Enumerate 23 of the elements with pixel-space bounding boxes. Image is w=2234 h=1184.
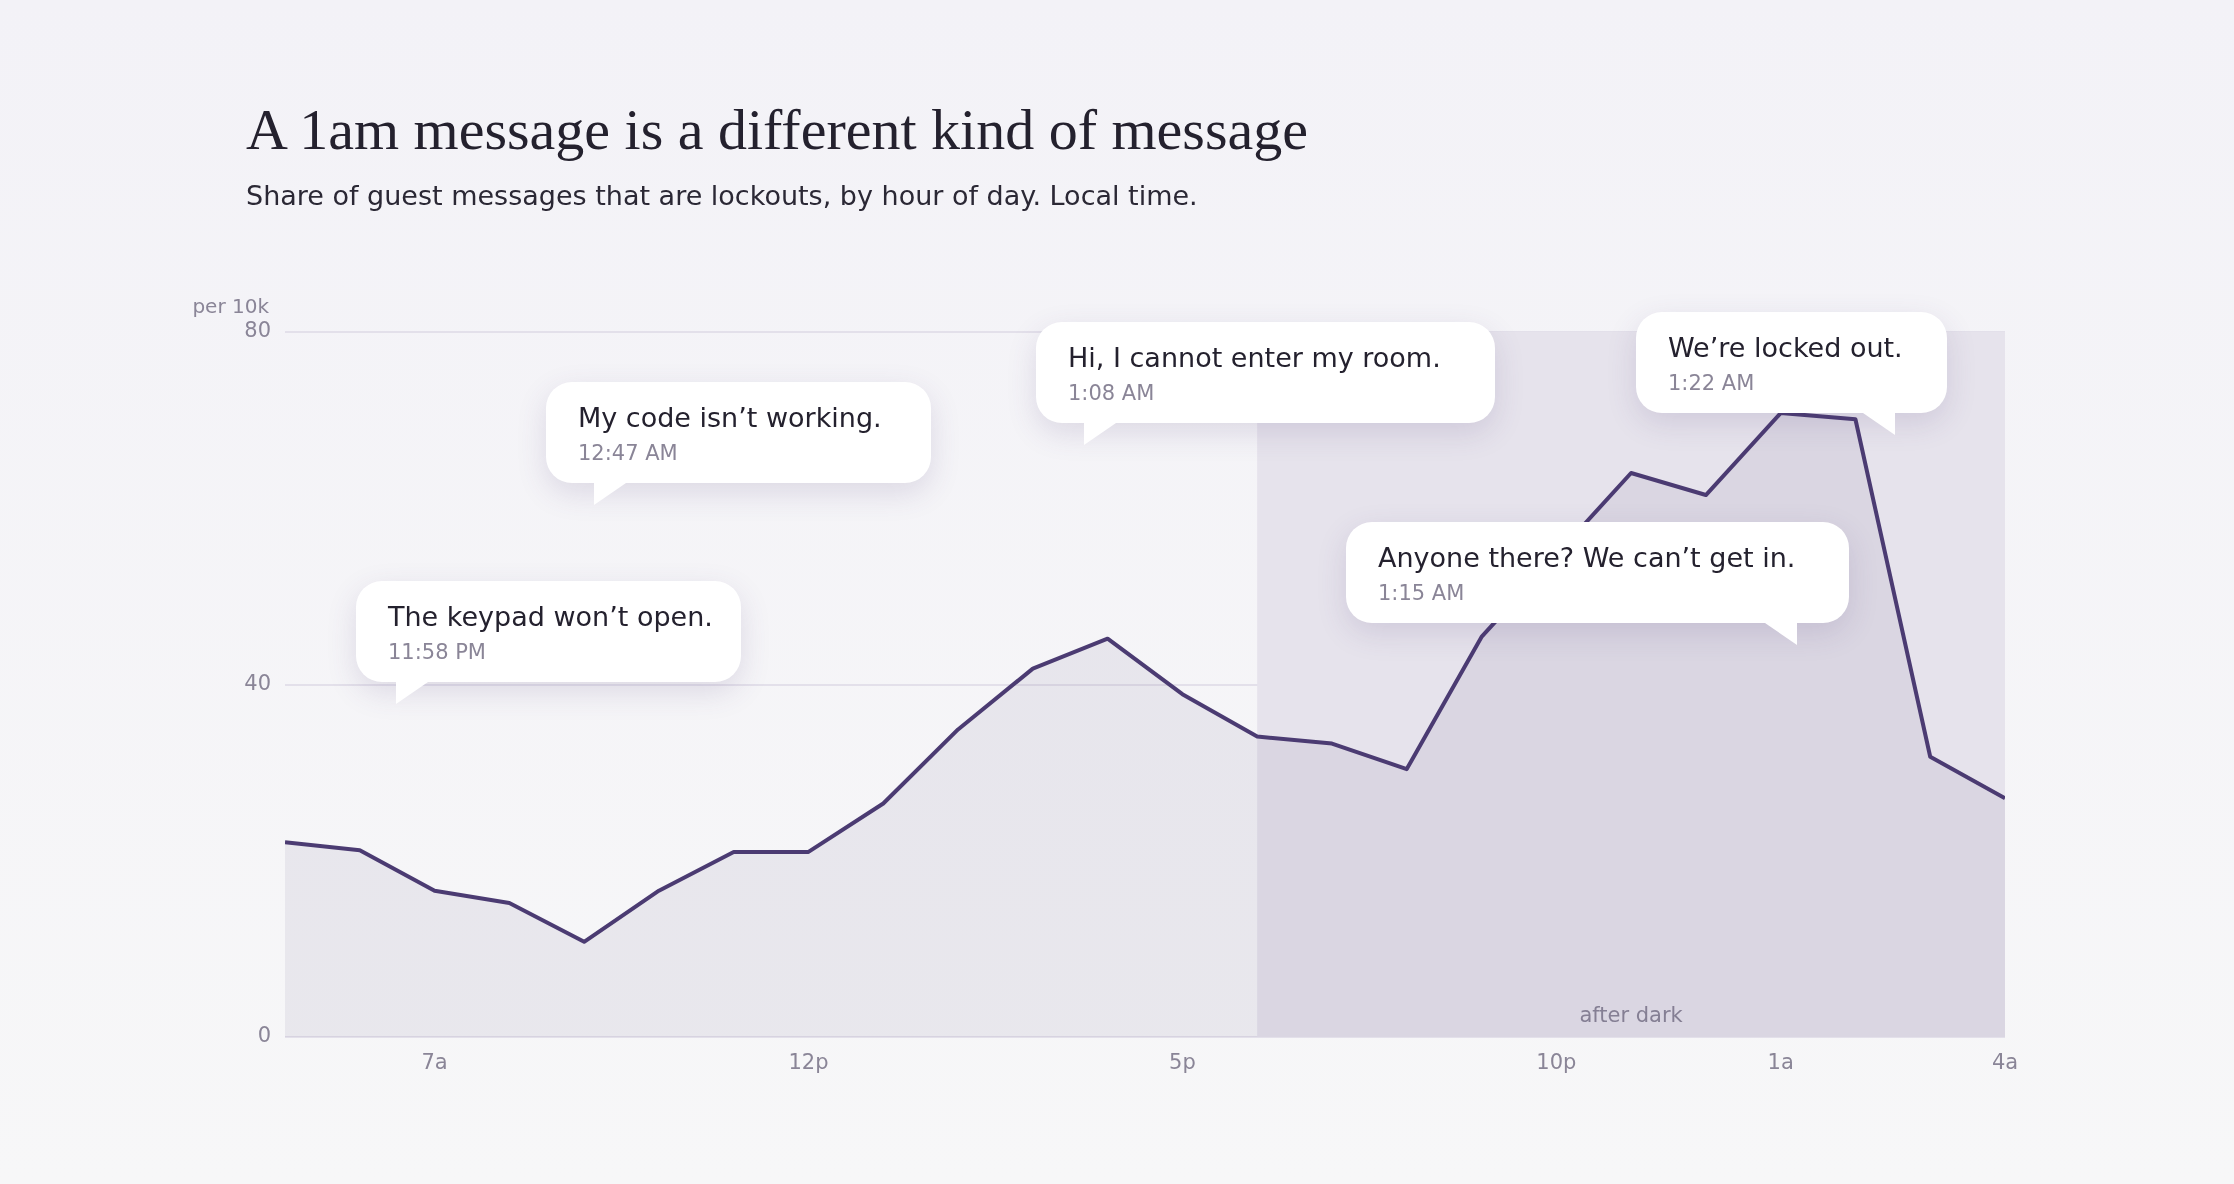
x-tick-label: 7a — [421, 1050, 448, 1075]
y-tick-label: 40 — [244, 670, 271, 695]
x-tick-label: 1a — [1767, 1050, 1794, 1075]
annotation: We’re locked out. — [1668, 332, 1904, 363]
chart-title: A 1am message is a different kind of message — [246, 96, 1308, 163]
annotation: My code isn’t working. — [578, 402, 883, 433]
annotation: Hi, I cannot enter my room. — [1068, 342, 1442, 373]
y-axis-title: per 10k — [192, 294, 270, 319]
annotation: The keypad won’t open. — [388, 601, 713, 632]
x-tick-label: 10p — [1536, 1050, 1577, 1075]
annotation: 1:08 AM — [1068, 381, 1156, 405]
band-label: after dark — [1579, 1002, 1684, 1027]
y-tick-label: 80 — [244, 318, 271, 343]
annotation: 12:47 AM — [578, 441, 679, 465]
chart-subtitle: Share of guest messages that are lockouts, by hour of day. Local time. — [246, 180, 1198, 211]
x-tick-label: 4a — [1991, 1050, 2019, 1075]
annotation: 1:22 AM — [1668, 371, 1756, 395]
annotation: Anyone there? We can’t get in. — [1378, 542, 1797, 573]
y-tick-label: 0 — [257, 1023, 271, 1048]
x-tick-label: 5p — [1169, 1050, 1196, 1075]
annotation: 11:58 PM — [388, 640, 487, 664]
x-tick-label: 12p — [788, 1050, 829, 1075]
annotation: 1:15 AM — [1378, 581, 1466, 605]
